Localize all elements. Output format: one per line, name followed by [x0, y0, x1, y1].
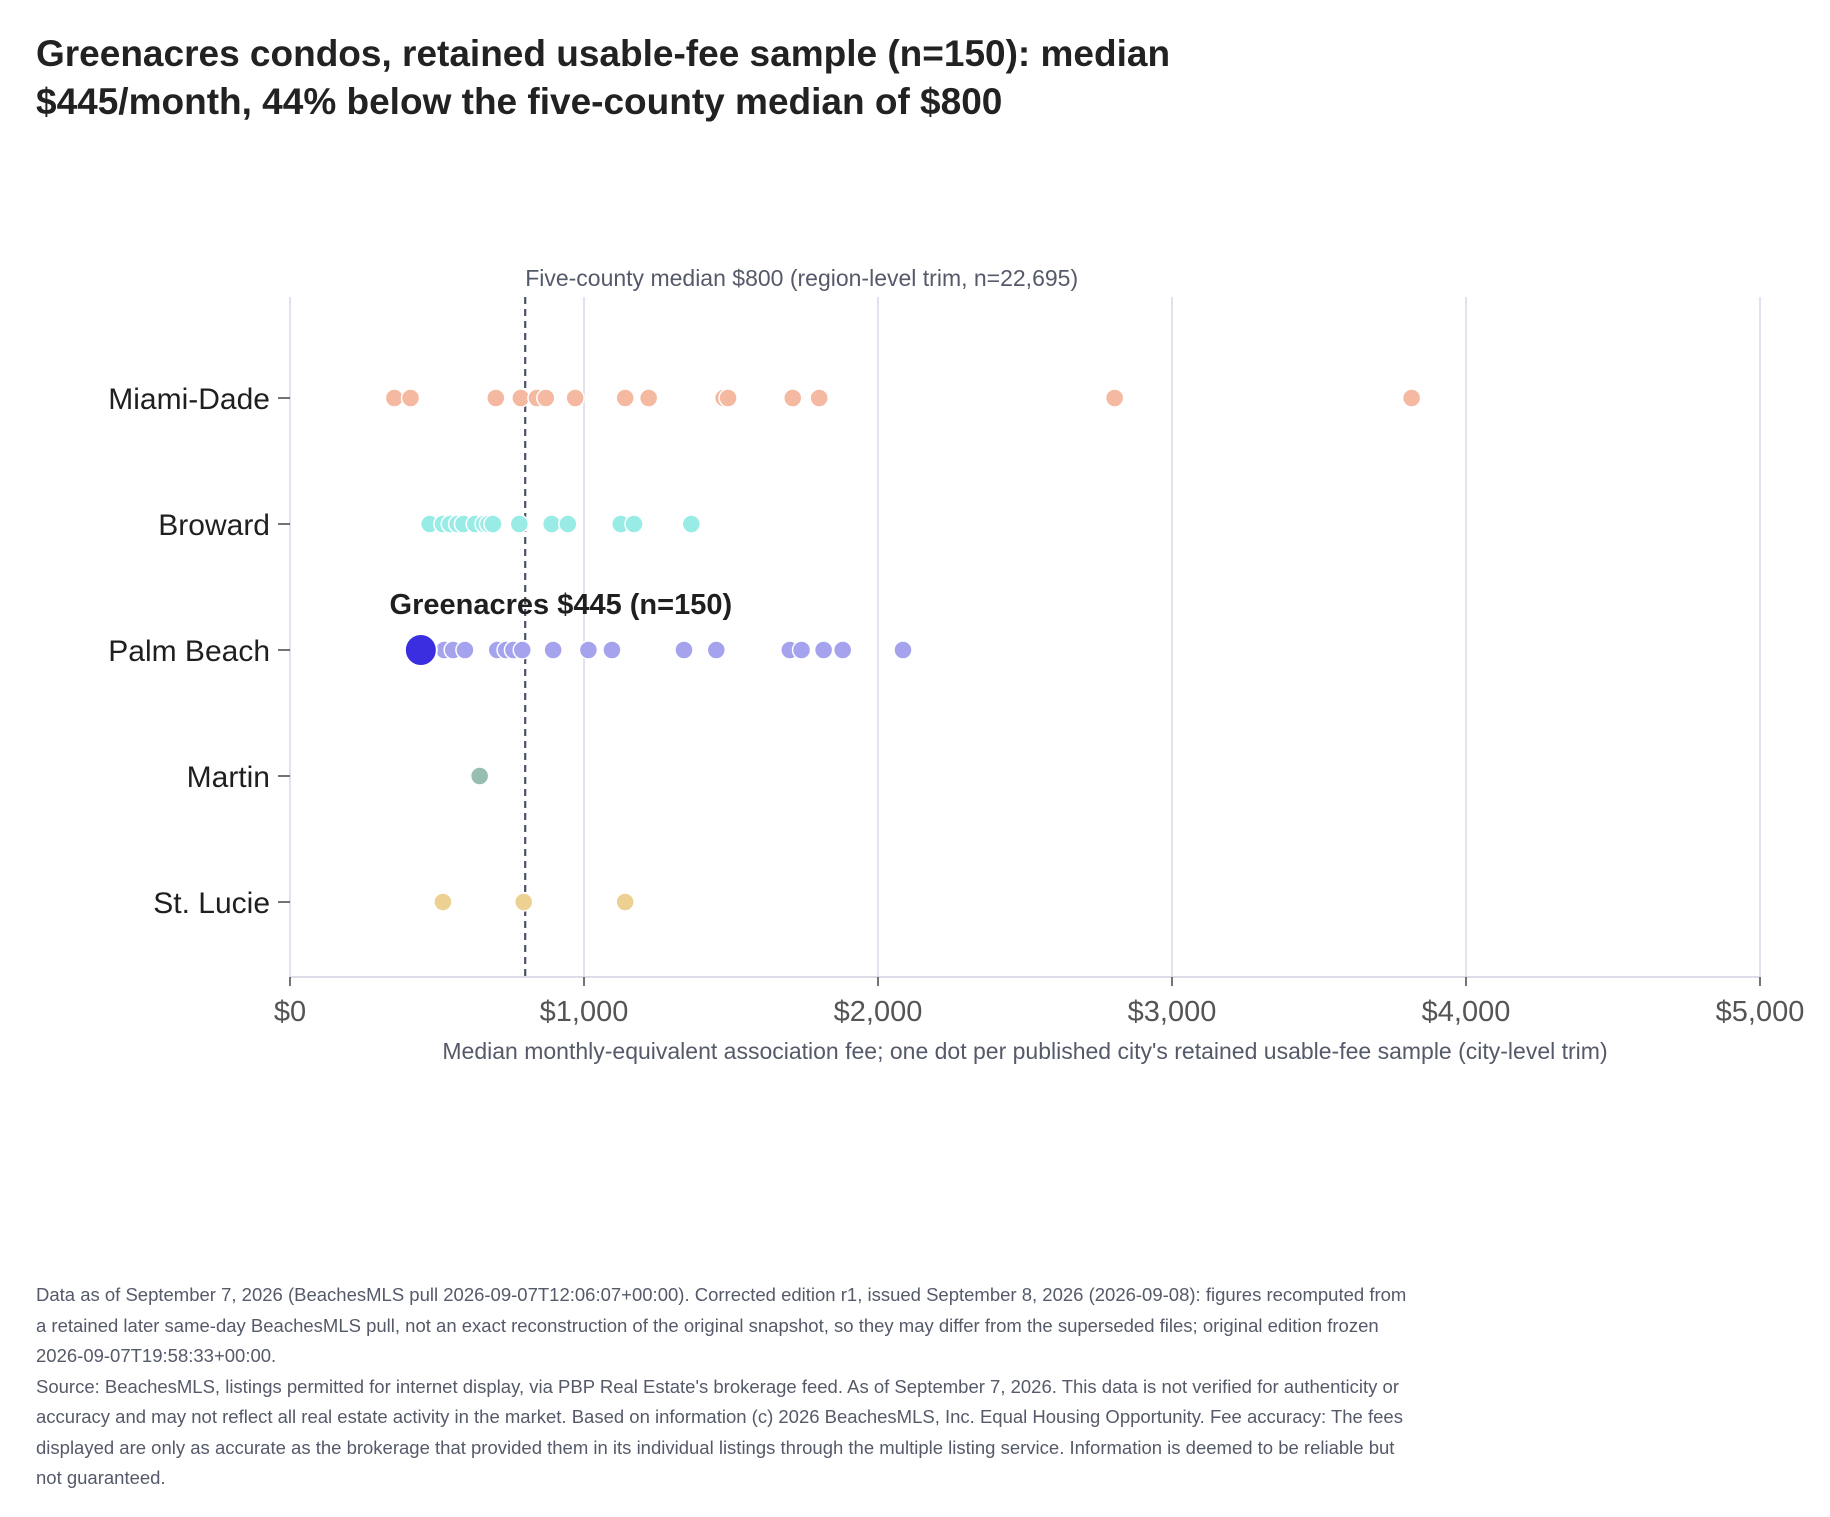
- reference-line-group: Five-county median $800 (region-level tr…: [524, 265, 1078, 977]
- grid-lines: [583, 297, 1761, 977]
- data-point-broward-10: [541, 514, 562, 534]
- chart-title-line-1: Greenacres condos, retained usable-fee s…: [36, 33, 1171, 74]
- data-point-miami-dade-1: [400, 388, 421, 408]
- data-point-broward-11: [558, 514, 578, 534]
- data-point-miami-dade-0: [384, 388, 405, 408]
- data-point-palm-beach-8: [543, 640, 563, 660]
- axes: $0 $1,000 $2,000 $3,000 $4,000 $5,000 Median m…: [108, 297, 1804, 1064]
- x-tick-label-1: $1,000: [540, 996, 629, 1028]
- data-point-miami-dade-5: [536, 388, 556, 408]
- data-point-st-lucie-1: [513, 892, 534, 912]
- data-point-miami-dade-11: [782, 388, 803, 408]
- data-point-broward-14: [681, 514, 702, 534]
- data-point-palm-beach-11: [674, 640, 694, 660]
- data-point-miami-dade-6: [565, 388, 585, 408]
- y-category-label-3: Martin: [187, 761, 270, 794]
- chart-title-line-2: $445/month, 44% below the five-county me…: [36, 81, 1003, 122]
- data-point-miami-dade-13: [1104, 388, 1125, 408]
- data-point-broward-13: [624, 514, 644, 534]
- highlight-label-greenacres: Greenacres $445 (n=150): [390, 589, 733, 621]
- data-point-broward-8: [483, 514, 503, 534]
- reference-median-label: Five-county median $800 (region-level tr…: [525, 265, 1078, 291]
- data-point-miami-dade-10: [718, 388, 738, 408]
- data-points: [384, 388, 1422, 912]
- data-point-palm-beach-3: [455, 640, 475, 660]
- chart-title: Greenacres condos, retained usable-fee s…: [36, 30, 1336, 126]
- x-tick-label-5: $5,000: [1716, 996, 1805, 1028]
- x-tick-label-0: $0: [274, 996, 306, 1028]
- data-point-miami-dade-8: [638, 388, 659, 408]
- chart-labels: Greenacres $445 (n=150): [390, 589, 733, 621]
- data-point-st-lucie-0: [433, 892, 453, 912]
- y-category-label-0: Miami-Dade: [108, 383, 270, 416]
- y-category-label-2: Palm Beach: [108, 635, 270, 668]
- data-point-palm-beach-14: [791, 640, 812, 660]
- x-axis-title: Median monthly-equivalent association fe…: [442, 1038, 1607, 1064]
- data-point-palm-beach-9: [578, 640, 599, 660]
- data-point-palm-beach-15: [813, 640, 834, 660]
- data-point-miami-dade-12: [809, 388, 829, 408]
- x-tick-label-4: $4,000: [1422, 996, 1511, 1028]
- data-point-palm-beach-12: [706, 640, 727, 660]
- data-point-miami-dade-7: [615, 388, 635, 408]
- data-point-miami-dade-2: [486, 388, 506, 408]
- data-point-broward-9: [509, 514, 530, 534]
- data-point-palm-beach-17: [893, 640, 913, 660]
- x-tick-label-3: $3,000: [1128, 996, 1217, 1028]
- y-category-label-4: St. Lucie: [153, 887, 270, 920]
- data-point-miami-dade-14: [1401, 388, 1422, 408]
- x-tick-label-2: $2,000: [834, 996, 923, 1028]
- footnote-data-note: Data as of September 7, 2026 (BeachesMLS…: [36, 1284, 1407, 1366]
- data-point-palm-beach-10: [602, 640, 622, 660]
- data-point-st-lucie-2: [615, 892, 635, 912]
- data-point-miami-dade-3: [511, 388, 531, 408]
- y-category-label-1: Broward: [158, 509, 270, 542]
- footnotes: Data as of September 7, 2026 (BeachesMLS…: [36, 1280, 1416, 1494]
- footnote-source: Source: BeachesMLS, listings permitted f…: [36, 1375, 1403, 1489]
- data-point-martin-0: [469, 766, 490, 786]
- data-point-palm-beach-16: [832, 640, 853, 660]
- highlight-point-greenacres: [403, 633, 438, 667]
- strip-chart: $0 $1,000 $2,000 $3,000 $4,000 $5,000 Median m…: [108, 265, 1804, 1064]
- data-point-palm-beach-7: [512, 640, 533, 660]
